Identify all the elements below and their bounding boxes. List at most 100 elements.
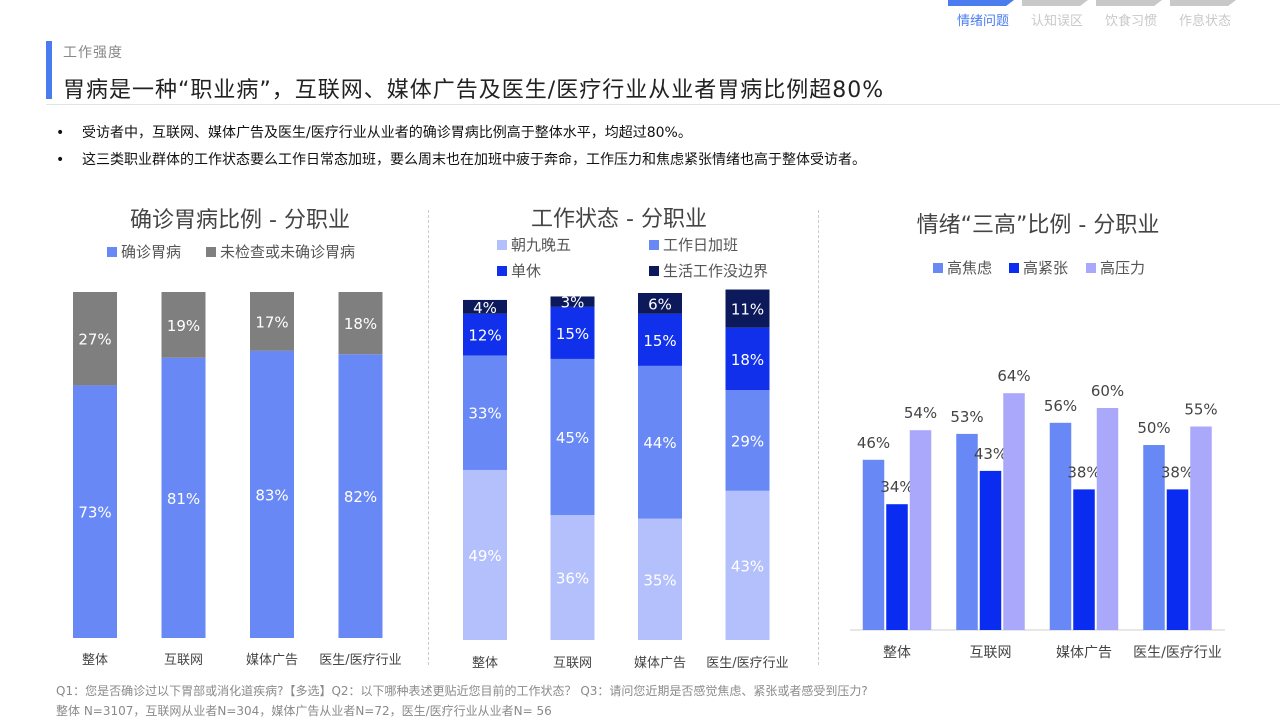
bar-segment bbox=[725, 289, 770, 328]
bullet-dot: • bbox=[56, 125, 65, 141]
data-label: 3% bbox=[561, 294, 585, 312]
bar bbox=[909, 430, 932, 630]
data-label: 6% bbox=[648, 295, 672, 313]
bullet-text: 受访者中，互联网、媒体广告及医生/医疗行业从业者的确诊胃病比例高于整体水平，均超… bbox=[82, 125, 692, 141]
category-label: 互联网 bbox=[553, 656, 592, 671]
nav-tab-diet[interactable]: 饮食习惯 bbox=[1096, 0, 1166, 30]
data-label: 4% bbox=[473, 299, 497, 317]
data-label: 15% bbox=[556, 325, 589, 343]
bar-segment bbox=[638, 293, 682, 314]
data-label: 36% bbox=[556, 570, 589, 588]
chart-title: 工作状态 - 分职业 bbox=[531, 207, 707, 232]
bar bbox=[1166, 489, 1189, 630]
bar bbox=[979, 470, 1002, 630]
legend-label: 单休 bbox=[511, 262, 541, 280]
nav-tab-indicator bbox=[948, 0, 1014, 6]
chart-title: 确诊胃病比例 - 分职业 bbox=[130, 208, 350, 233]
bar-segment bbox=[73, 385, 117, 638]
legend-label: 生活工作没边界 bbox=[663, 262, 768, 280]
bar-segment bbox=[550, 358, 595, 516]
legend-label: 高焦虑 bbox=[947, 259, 992, 277]
data-label: 15% bbox=[643, 332, 676, 350]
legend-label: 工作日加班 bbox=[663, 236, 738, 254]
data-label: 43% bbox=[974, 445, 1007, 463]
category-label: 整体 bbox=[883, 645, 911, 661]
nav-tab-indicator bbox=[1022, 0, 1088, 6]
data-label: 27% bbox=[78, 331, 111, 349]
data-label: 56% bbox=[1044, 397, 1077, 415]
legend-swatch bbox=[1009, 263, 1019, 273]
nav-tab-emotion[interactable]: 情绪问题 bbox=[948, 0, 1018, 30]
bar-segment bbox=[463, 299, 507, 314]
nav-tab-indicator bbox=[1170, 0, 1236, 6]
bar bbox=[1096, 408, 1119, 630]
bar-segment bbox=[725, 390, 770, 491]
title-accent-bar bbox=[46, 41, 52, 99]
legend-swatch bbox=[497, 266, 507, 276]
header-divider bbox=[46, 104, 1280, 105]
bar-segment bbox=[463, 313, 507, 356]
question-footnote: Q1：您是否确诊过以下胃部或消化道疾病?【多选】Q2：以下哪种表述更贴近您目前的… bbox=[56, 684, 868, 698]
chart-divider bbox=[428, 210, 429, 665]
bar-segment bbox=[725, 490, 770, 640]
legend-swatch bbox=[107, 247, 117, 257]
bar-segment bbox=[338, 292, 383, 355]
data-label: 35% bbox=[643, 571, 676, 589]
category-label: 医生/医疗行业 bbox=[1133, 645, 1222, 661]
data-label: 18% bbox=[344, 315, 377, 333]
legend-swatch bbox=[649, 266, 659, 276]
nav-tab-label: 认知误区 bbox=[1030, 14, 1083, 29]
legend-swatch bbox=[1086, 263, 1096, 273]
bar-segment bbox=[550, 296, 595, 307]
nav-tab-label: 作息状态 bbox=[1178, 14, 1231, 29]
page-title: 胃病是一种“职业病”，互联网、媒体广告及医生/医疗行业从业者胃病比例超80% bbox=[63, 78, 885, 103]
data-label: 29% bbox=[731, 432, 764, 450]
data-label: 50% bbox=[1137, 419, 1170, 437]
nav-tab-label: 情绪问题 bbox=[956, 14, 1009, 29]
legend-label: 高压力 bbox=[1100, 259, 1145, 277]
bar-segment bbox=[638, 313, 682, 366]
nav-tab-cognition[interactable]: 认知误区 bbox=[1022, 0, 1092, 30]
bar-segment bbox=[638, 518, 682, 640]
category-label: 整体 bbox=[82, 653, 108, 668]
bar-segment bbox=[73, 292, 117, 386]
bar-segment bbox=[161, 357, 206, 638]
data-label: 55% bbox=[1184, 401, 1217, 419]
data-label: 43% bbox=[731, 557, 764, 575]
bar-segment bbox=[250, 292, 294, 351]
category-label: 医生/医疗行业 bbox=[319, 653, 401, 668]
data-label: 17% bbox=[255, 313, 288, 331]
bar bbox=[1003, 393, 1025, 630]
bar bbox=[956, 433, 978, 630]
legend-label: 朝九晚五 bbox=[511, 236, 571, 254]
data-label: 38% bbox=[1067, 463, 1100, 481]
bar-segment bbox=[725, 327, 770, 391]
bar bbox=[886, 504, 908, 630]
data-label: 45% bbox=[556, 429, 589, 447]
data-label: 46% bbox=[857, 434, 890, 452]
bullet-dot: • bbox=[56, 152, 65, 168]
bar bbox=[1190, 426, 1212, 630]
category-label: 互联网 bbox=[164, 653, 203, 668]
category-label: 医生/医疗行业 bbox=[706, 656, 788, 671]
chart-divider bbox=[818, 210, 819, 665]
bar-segment bbox=[463, 469, 507, 640]
nav-tab-schedule[interactable]: 作息状态 bbox=[1170, 0, 1240, 30]
data-label: 83% bbox=[255, 486, 288, 504]
category-label: 媒体广告 bbox=[246, 653, 298, 668]
legend-swatch bbox=[933, 263, 943, 273]
chart-title: 情绪“三高”比例 - 分职业 bbox=[917, 213, 1160, 238]
nav-tab-indicator bbox=[1096, 0, 1162, 6]
bar-segment bbox=[250, 350, 294, 638]
data-label: 49% bbox=[468, 547, 501, 565]
legend-label: 高紧张 bbox=[1023, 259, 1068, 277]
data-label: 60% bbox=[1091, 382, 1124, 400]
data-label: 44% bbox=[643, 434, 676, 452]
data-label: 34% bbox=[880, 478, 913, 496]
sample-size-footnote: 整体 N=3107，互联网从业者N=304，媒体广告从业者N=72，医生/医疗行… bbox=[56, 704, 552, 718]
data-label: 12% bbox=[468, 327, 501, 345]
bar-segment bbox=[638, 365, 682, 519]
